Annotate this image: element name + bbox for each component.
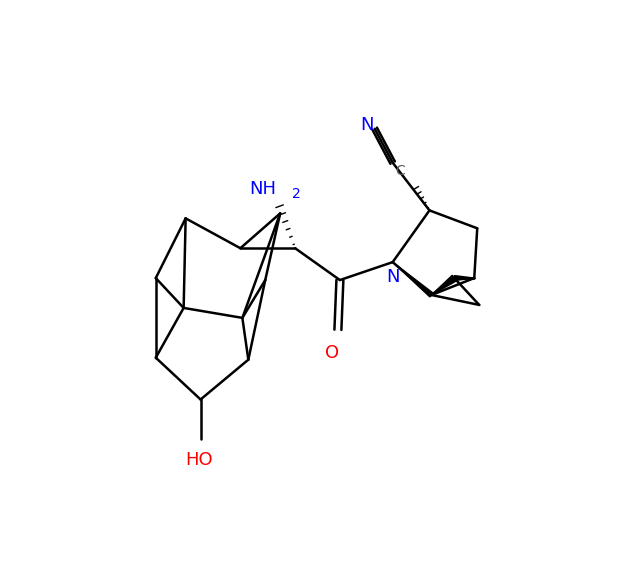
Text: O: O [325,344,339,361]
Text: 2: 2 [292,187,301,201]
Polygon shape [454,276,474,280]
Polygon shape [392,262,433,297]
Text: N: N [386,268,399,286]
Text: C: C [396,164,406,178]
Text: HO: HO [185,451,212,469]
Text: N: N [360,116,373,134]
Text: NH: NH [249,180,276,199]
Polygon shape [431,275,457,295]
